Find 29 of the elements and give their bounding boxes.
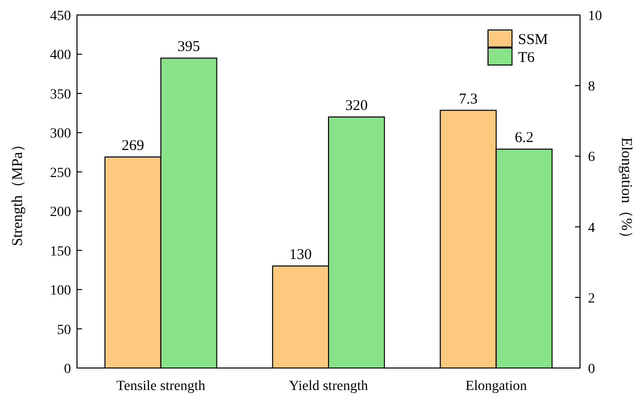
data-label: 269 bbox=[122, 138, 144, 154]
y-tick-label: 200 bbox=[50, 205, 71, 220]
y-tick-label: 50 bbox=[57, 322, 71, 338]
y-tick-label: 150 bbox=[50, 244, 71, 260]
y-tick-label: 400 bbox=[50, 48, 71, 64]
legend-label: T6 bbox=[518, 50, 536, 66]
y-tick-label: 450 bbox=[50, 9, 71, 24]
y-tick-label: 250 bbox=[50, 166, 71, 181]
y2-tick-label: 2 bbox=[588, 291, 595, 306]
x-tick-label: Yield strength bbox=[289, 379, 368, 394]
data-label: 7.3 bbox=[458, 91, 478, 108]
y-tick-label: 300 bbox=[50, 126, 71, 142]
legend-label: SSM bbox=[518, 32, 548, 48]
y-tick-label: 100 bbox=[50, 284, 71, 299]
y2-tick-label: 10 bbox=[588, 9, 602, 24]
y2-axis-title: Elongation（%） bbox=[618, 137, 634, 246]
data-label: 6.2 bbox=[514, 130, 534, 146]
data-label: 395 bbox=[178, 39, 200, 56]
data-label: 320 bbox=[345, 98, 368, 114]
x-tick-label: Elongation bbox=[465, 379, 527, 394]
y-axis-title: Strength（MPa） bbox=[10, 136, 26, 246]
y2-tick-label: 6 bbox=[588, 150, 595, 166]
y2-tick-label: 4 bbox=[588, 220, 595, 236]
y-tick-label: 350 bbox=[50, 87, 71, 102]
y-tick-label: 0 bbox=[64, 362, 71, 377]
y2-tick-label: 8 bbox=[588, 80, 595, 95]
y2-tick-label: 0 bbox=[588, 362, 595, 377]
x-tick-label: Tensile strength bbox=[116, 379, 206, 394]
data-label: 130 bbox=[289, 247, 312, 264]
